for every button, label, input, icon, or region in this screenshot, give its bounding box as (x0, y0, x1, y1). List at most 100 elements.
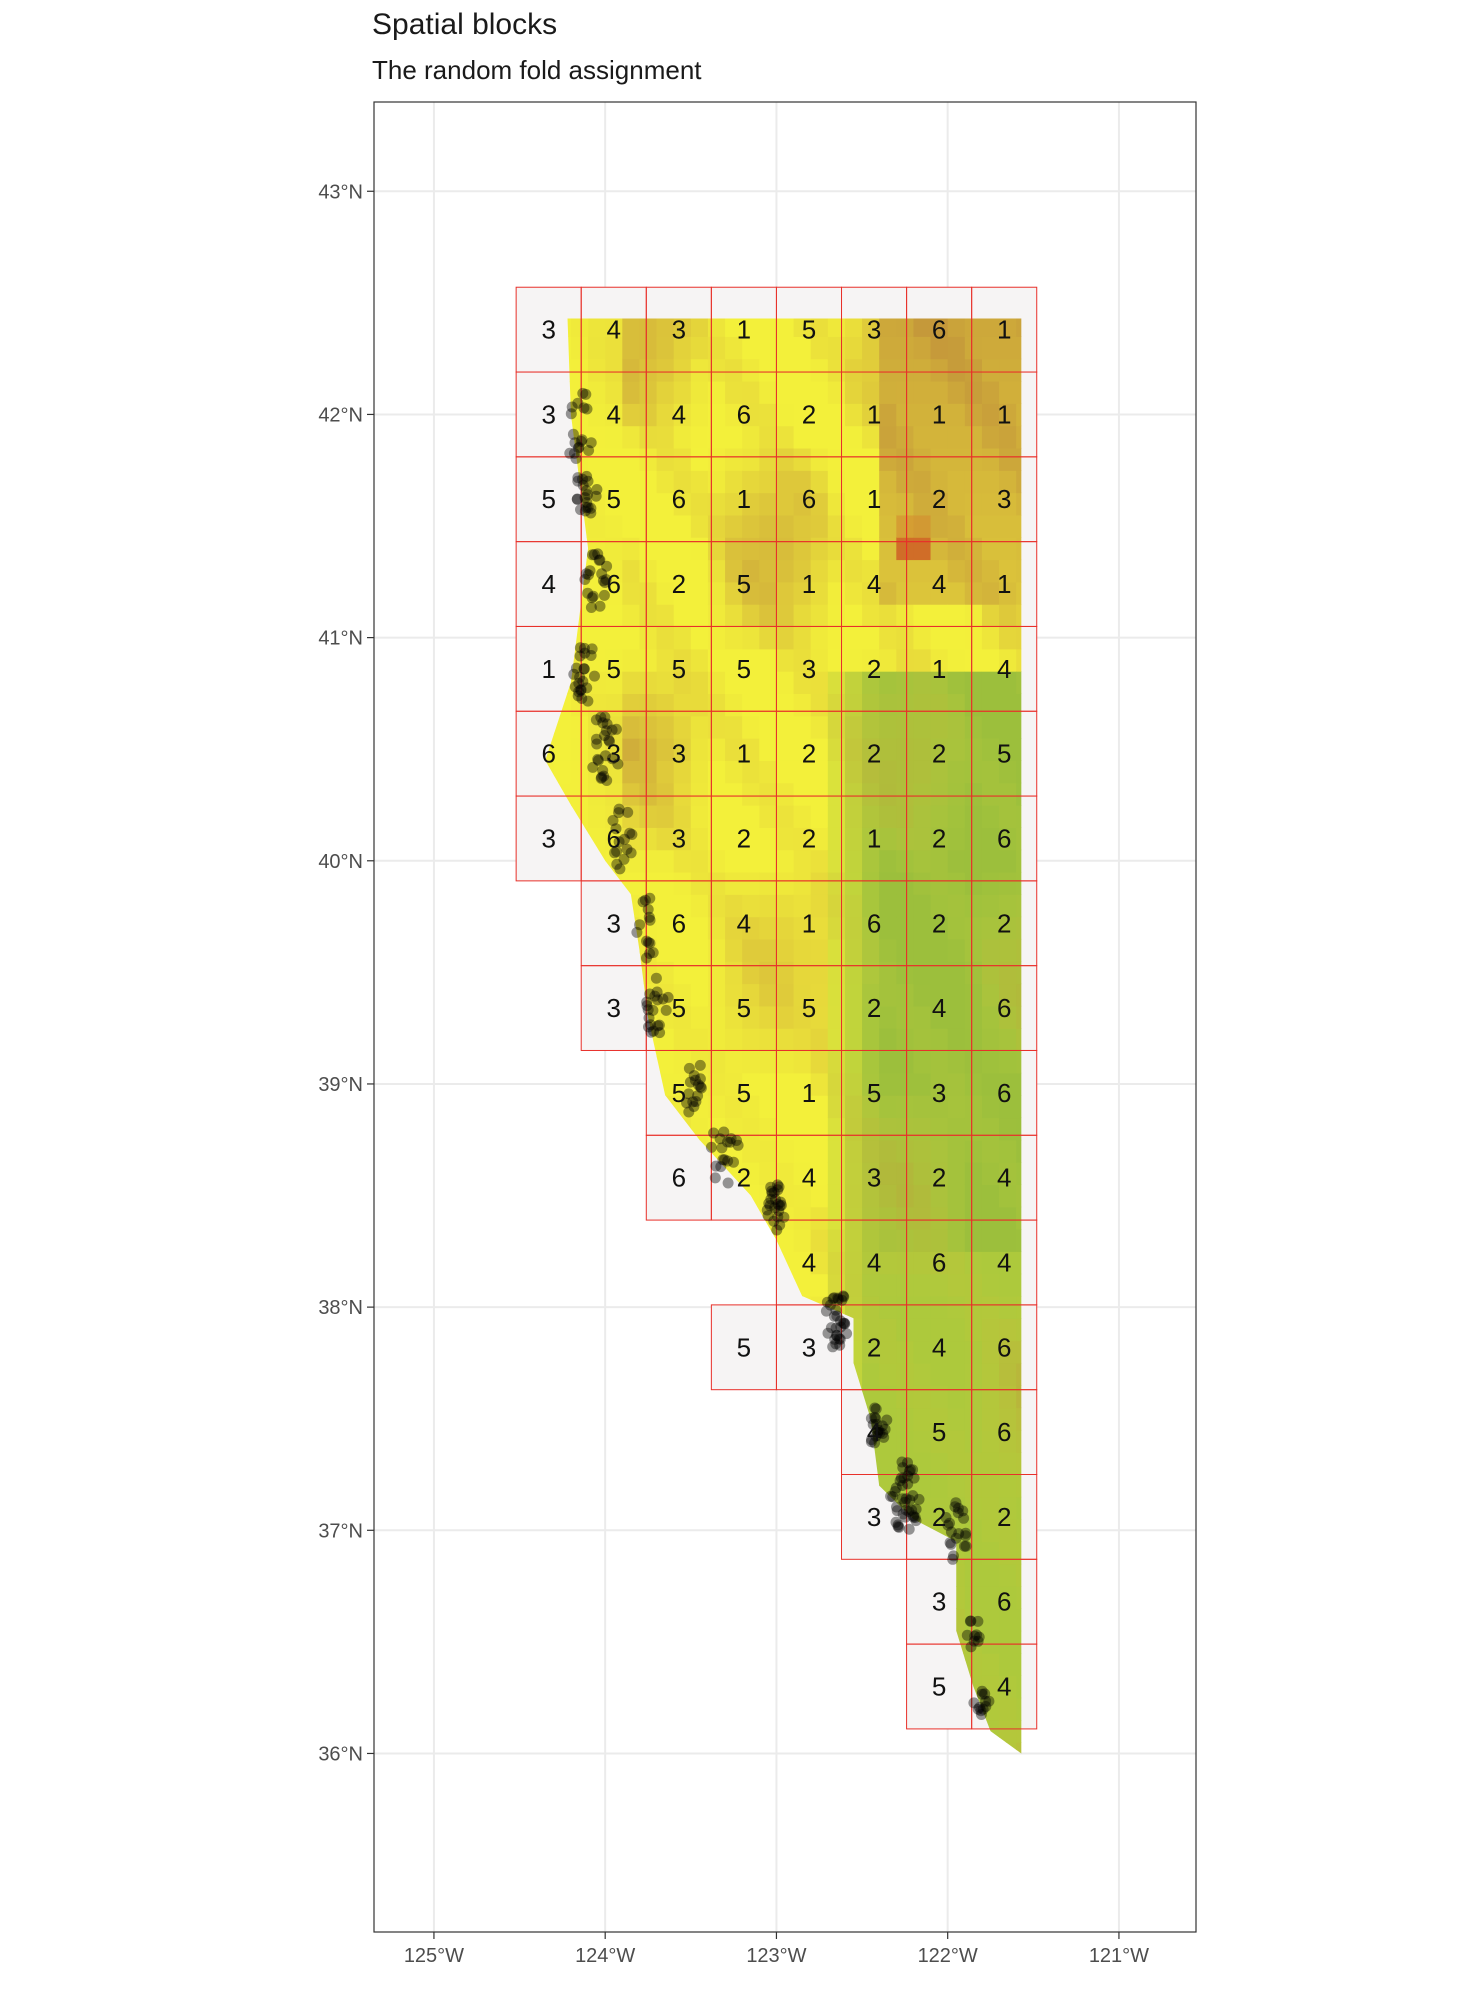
raster-cell (981, 514, 1000, 538)
raster-cell (999, 1697, 1017, 1721)
raster-cell (964, 1184, 983, 1208)
occurrence-point (613, 803, 625, 815)
occurrence-point (649, 990, 661, 1002)
raster-cell (947, 827, 966, 851)
raster-cell (1016, 693, 1022, 717)
occurrence-point (598, 589, 610, 601)
raster-cell (707, 1072, 726, 1096)
raster-cell (896, 1318, 915, 1342)
raster-cell (810, 318, 829, 337)
occurrence-point (869, 1402, 881, 1414)
raster-cell (896, 1407, 915, 1431)
raster-cell (656, 693, 675, 717)
raster-cell (759, 447, 778, 471)
raster-cell (964, 804, 983, 828)
raster-cell (810, 1206, 829, 1230)
raster-cell (639, 871, 658, 895)
raster-cell (793, 1251, 812, 1275)
raster-cell (964, 1474, 983, 1498)
raster-cell (999, 1162, 1017, 1185)
fold-label: 5 (541, 484, 555, 514)
raster-cell (999, 626, 1017, 650)
fold-label: 5 (932, 1672, 946, 1702)
raster-cell (913, 470, 932, 494)
raster-cell (947, 1429, 966, 1453)
raster-cell (947, 1050, 966, 1074)
raster-cell (553, 760, 572, 784)
raster-cell (844, 1295, 863, 1319)
raster-cell (810, 782, 829, 806)
raster-cell (913, 1452, 932, 1476)
raster-cell (656, 626, 675, 650)
raster-cell (690, 648, 709, 672)
raster-cell (656, 916, 675, 940)
raster-cell (725, 604, 743, 628)
raster-cell (981, 1117, 1000, 1141)
fold-label: 3 (607, 908, 621, 938)
fold-label: 6 (997, 1417, 1011, 1447)
raster-cell (776, 1050, 795, 1074)
raster-cell (810, 380, 829, 404)
raster-cell (844, 626, 863, 650)
raster-cell (759, 916, 778, 940)
raster-cell (862, 804, 880, 828)
raster-cell (981, 1675, 1000, 1699)
raster-cell (742, 1139, 760, 1163)
raster-cell (844, 894, 863, 918)
occurrence-point (575, 684, 587, 696)
raster-cell (947, 1273, 966, 1297)
occurrence-point (642, 1004, 654, 1016)
occurrence-point (653, 1019, 665, 1031)
raster-cell (1016, 1407, 1022, 1431)
raster-cell (964, 514, 983, 538)
occurrence-point (641, 1000, 653, 1012)
raster-cell (570, 738, 589, 761)
occurrence-point (585, 650, 597, 661)
raster-cell (844, 715, 863, 739)
raster-cell (639, 715, 658, 739)
raster-cell (690, 425, 709, 449)
fold-label: 5 (672, 993, 686, 1023)
raster-cell (759, 827, 778, 851)
raster-cell (776, 1184, 795, 1208)
fold-label: 6 (802, 484, 816, 514)
occurrence-point (969, 1630, 981, 1642)
fold-label: 4 (607, 315, 621, 345)
occurrence-point (871, 1418, 883, 1430)
raster-cell (639, 693, 658, 717)
raster-cell (930, 804, 949, 828)
raster-cell (1016, 671, 1022, 695)
occurrence-point (610, 823, 622, 835)
raster-cell (879, 1429, 897, 1453)
raster-cell (947, 604, 966, 628)
occurrence-point (618, 853, 630, 865)
occurrence-point (587, 549, 598, 561)
raster-cell (930, 626, 949, 650)
occurrence-point (902, 1470, 914, 1482)
raster-cell (947, 1474, 966, 1498)
raster-cell (879, 514, 897, 538)
occurrence-point (872, 1426, 883, 1438)
occurrence-point (903, 1523, 915, 1535)
raster-cell (776, 715, 795, 739)
occurrence-point (900, 1511, 911, 1523)
fold-label: 5 (932, 1417, 946, 1447)
occurrence-point (717, 1154, 729, 1166)
raster-cell (964, 715, 983, 739)
raster-cell (673, 871, 692, 895)
occurrence-point (870, 1413, 882, 1425)
occurrence-point (581, 403, 593, 415)
raster-cell (879, 916, 897, 940)
occurrence-point (831, 1310, 843, 1322)
raster-cell (981, 380, 1000, 404)
occurrence-point (595, 711, 607, 723)
occurrence-point (827, 1293, 839, 1305)
raster-cell (793, 871, 812, 895)
fold-label: 4 (997, 654, 1011, 684)
raster-cell (810, 470, 829, 494)
raster-cell (673, 447, 692, 471)
occurrence-point (980, 1701, 992, 1712)
raster-cell (1016, 1295, 1022, 1319)
raster-cell (827, 1162, 846, 1185)
occurrence-point (772, 1184, 784, 1196)
